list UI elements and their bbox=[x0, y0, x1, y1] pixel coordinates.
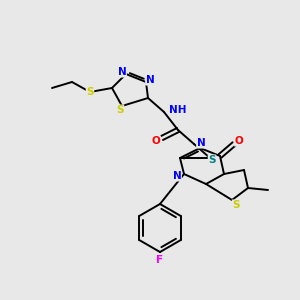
Text: NH: NH bbox=[169, 105, 187, 115]
Text: N: N bbox=[146, 75, 154, 85]
Text: S: S bbox=[116, 105, 124, 115]
Text: O: O bbox=[235, 136, 243, 146]
Text: N: N bbox=[196, 138, 206, 148]
Text: S: S bbox=[86, 87, 94, 97]
Text: F: F bbox=[156, 255, 164, 265]
Text: S: S bbox=[208, 155, 216, 165]
Text: N: N bbox=[172, 171, 182, 181]
Text: O: O bbox=[152, 136, 160, 146]
Text: S: S bbox=[232, 200, 240, 210]
Text: N: N bbox=[118, 67, 126, 77]
